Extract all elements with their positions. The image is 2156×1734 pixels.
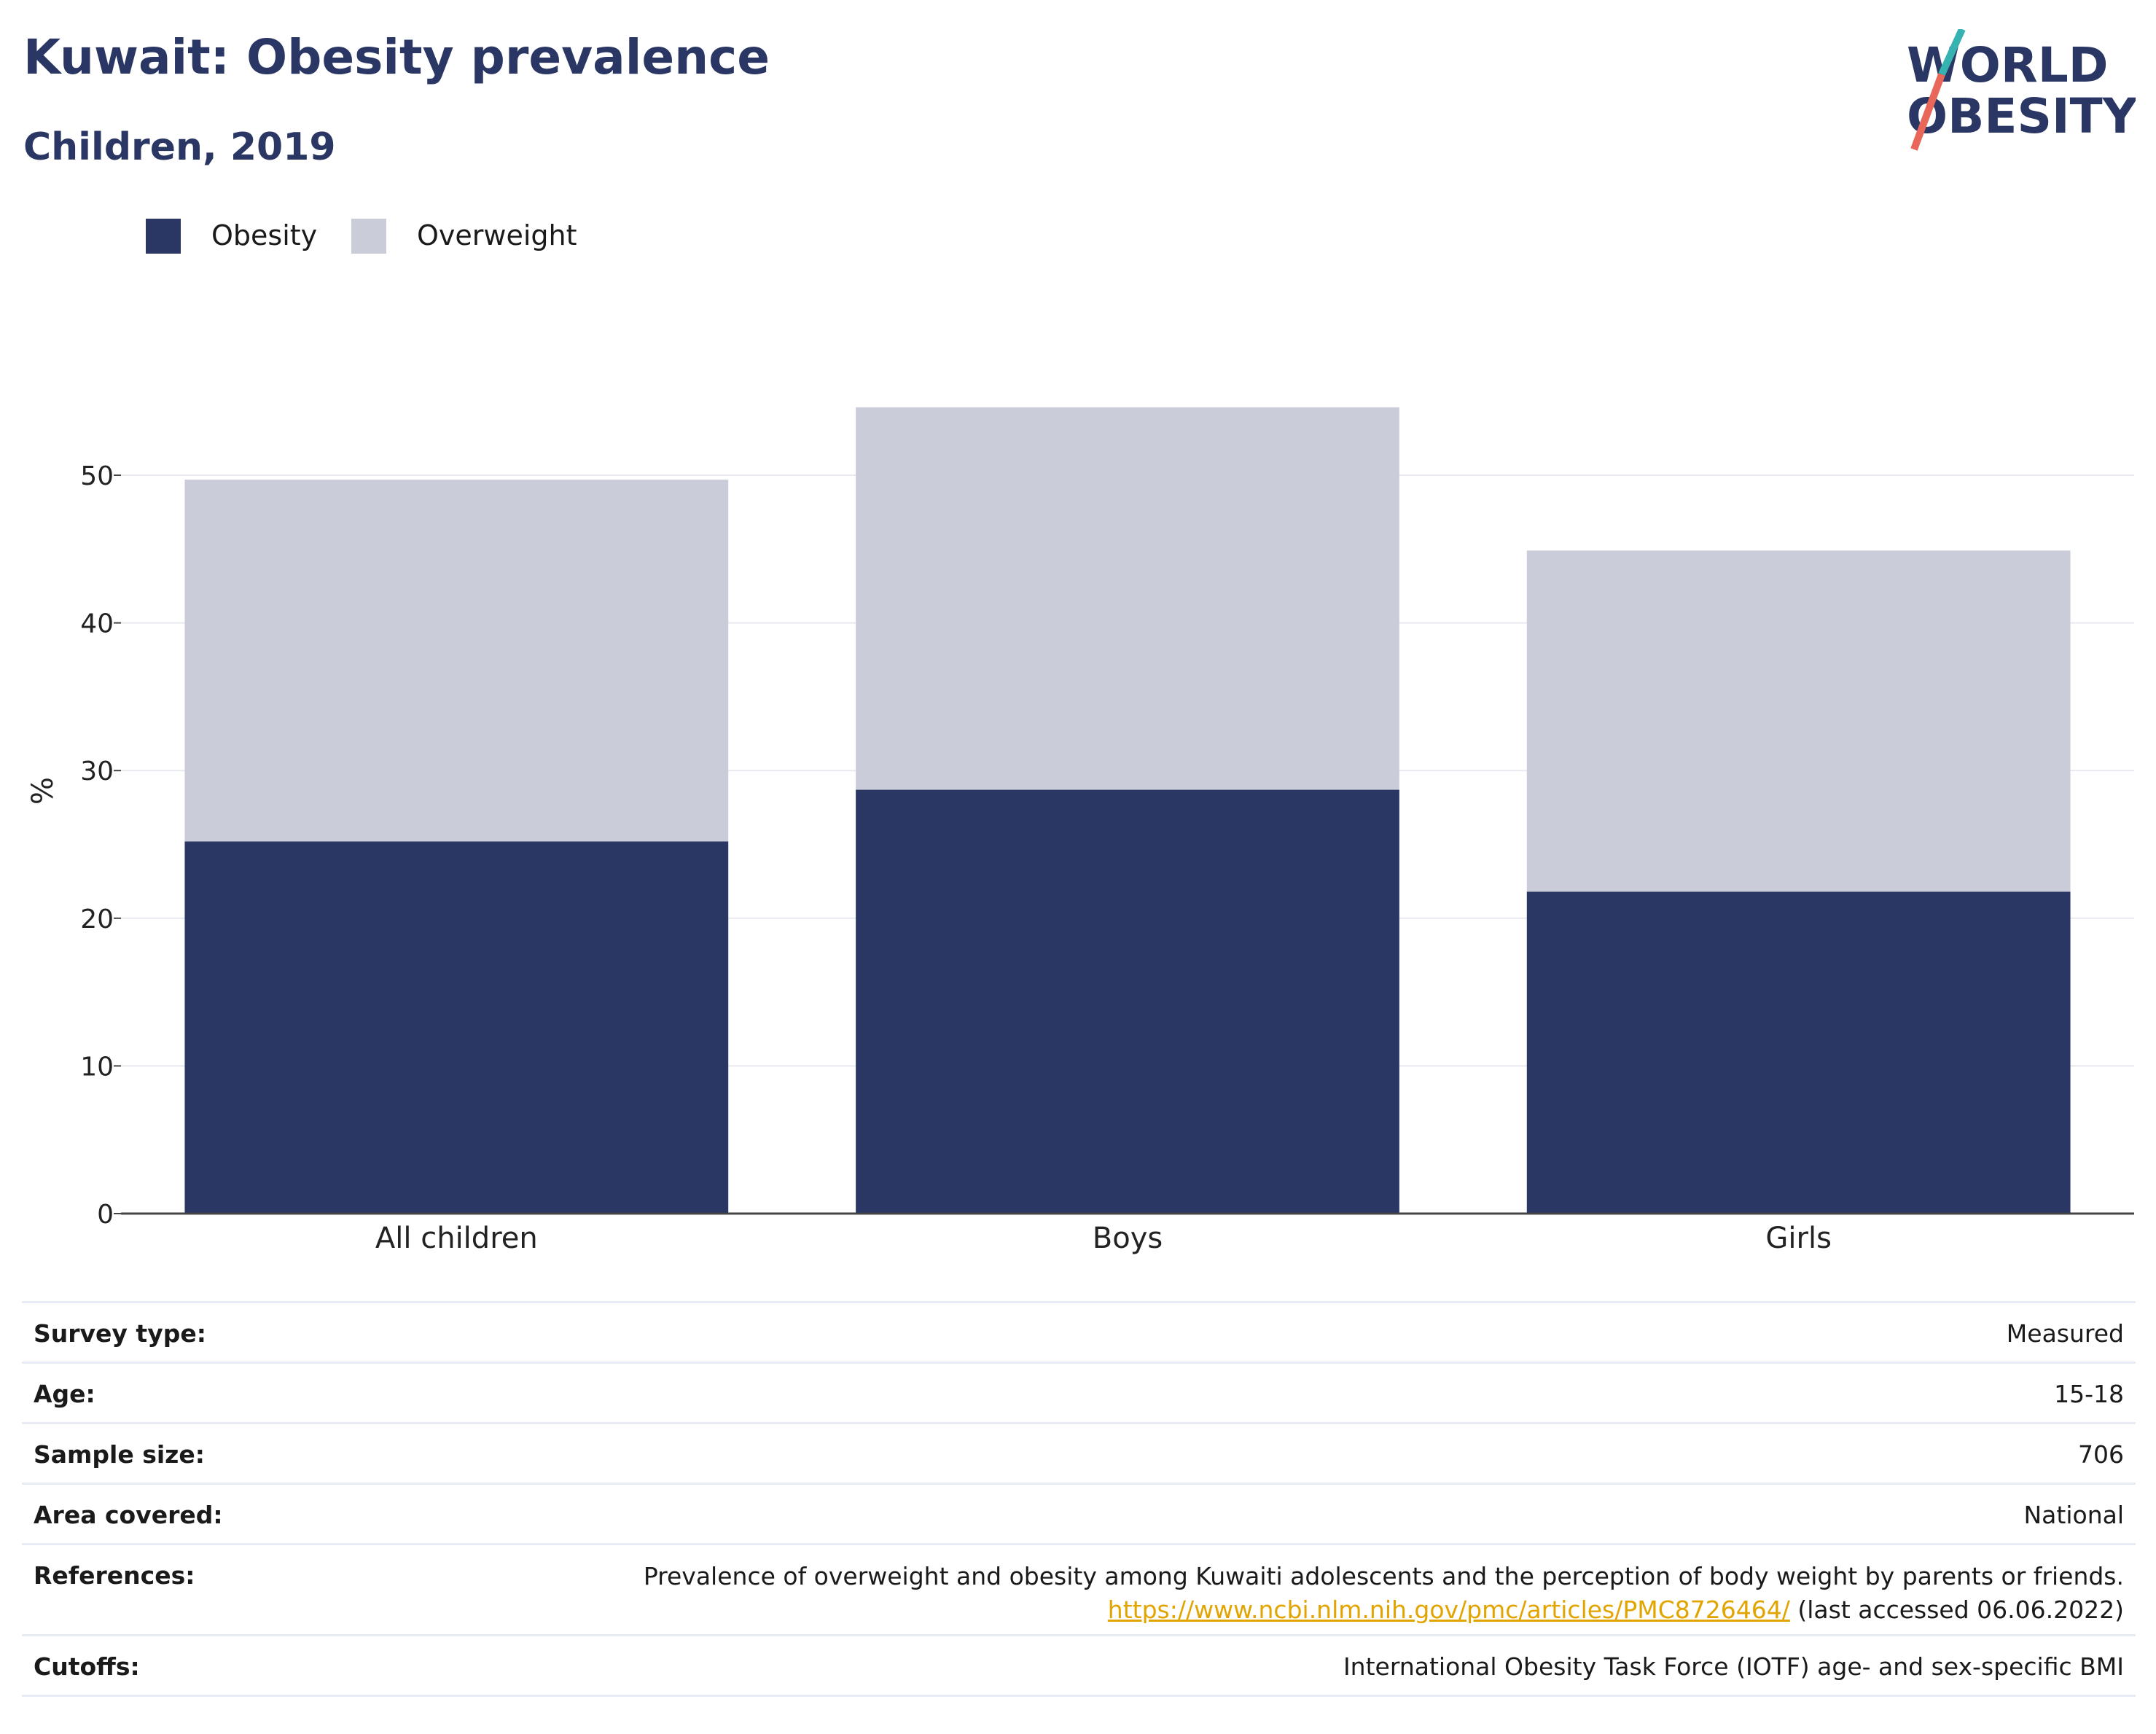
bar-overweight-boys <box>856 407 1399 790</box>
y-tick-label: 30 <box>80 757 114 786</box>
y-tick-label: 10 <box>80 1052 114 1082</box>
info-key-references: References: <box>34 1561 195 1590</box>
info-key-cutoffs: Cutoffs: <box>34 1652 140 1681</box>
y-tick-label: 20 <box>80 905 114 934</box>
logo-text-obesity: OBESITY <box>1907 88 2136 144</box>
info-key-area-covered: Area covered: <box>34 1501 223 1529</box>
bar-chart: 0 10 20 30 40 50% All children Boys Girls <box>26 407 2134 1255</box>
info-row-references: References: Prevalence of overweight and… <box>22 1545 2136 1636</box>
x-tick-label: Girls <box>1765 1222 1832 1255</box>
info-row-survey-type: Survey type: Measured <box>22 1303 2136 1364</box>
legend-swatch-overweight <box>351 219 386 254</box>
legend-label-obesity: Obesity <box>211 219 318 251</box>
bar-obesity-boys <box>856 789 1399 1214</box>
info-row-age: Age: 15-18 <box>22 1364 2136 1424</box>
chart-title: Kuwait: Obesity prevalence <box>23 29 770 85</box>
reference-note: (last accessed 06.06.2022) <box>1789 1596 2124 1624</box>
info-value-age: 15-18 <box>2054 1380 2124 1408</box>
info-value-survey-type: Measured <box>2006 1319 2124 1348</box>
logo-slash-coral <box>1910 73 1945 151</box>
bar-obesity-girls <box>1526 891 2071 1214</box>
info-value-area-covered: National <box>2023 1501 2124 1529</box>
x-tick-label: Boys <box>1093 1222 1163 1255</box>
bar-obesity-all-children <box>184 841 729 1214</box>
bar-overweight-girls <box>1526 550 2071 892</box>
bar-overweight-all-children <box>184 480 729 842</box>
survey-info-table: Survey type: Measured Age: 15-18 Sample … <box>22 1301 2136 1697</box>
logo-slash-teal <box>1938 29 1966 77</box>
info-value-cutoffs: International Obesity Task Force (IOTF) … <box>1343 1652 2124 1681</box>
info-row-area-covered: Area covered: National <box>22 1485 2136 1545</box>
y-tick-label: 0 <box>97 1200 114 1230</box>
info-key-survey-type: Survey type: <box>34 1319 206 1348</box>
info-row-sample-size: Sample size: 706 <box>22 1424 2136 1485</box>
y-axis-title: % <box>26 777 60 805</box>
info-key-age: Age: <box>34 1380 95 1408</box>
reference-link[interactable]: https://www.ncbi.nlm.nih.gov/pmc/article… <box>1107 1596 1790 1624</box>
world-obesity-logo: WORLD OBESITY <box>1907 29 2136 151</box>
info-row-cutoffs: Cutoffs: International Obesity Task Forc… <box>22 1636 2136 1697</box>
x-tick-label: All children <box>375 1222 538 1255</box>
reference-title: Prevalence of overweight and obesity amo… <box>643 1562 2124 1590</box>
y-tick-label: 50 <box>80 461 114 491</box>
legend-label-overweight: Overweight <box>417 219 577 251</box>
info-key-sample-size: Sample size: <box>34 1440 205 1469</box>
info-value-references: Prevalence of overweight and obesity amo… <box>644 1560 2124 1627</box>
info-value-sample-size: 706 <box>2078 1440 2124 1469</box>
chart-subtitle: Children, 2019 <box>23 125 336 169</box>
legend-swatch-obesity <box>146 219 181 254</box>
y-tick-label: 40 <box>80 609 114 639</box>
